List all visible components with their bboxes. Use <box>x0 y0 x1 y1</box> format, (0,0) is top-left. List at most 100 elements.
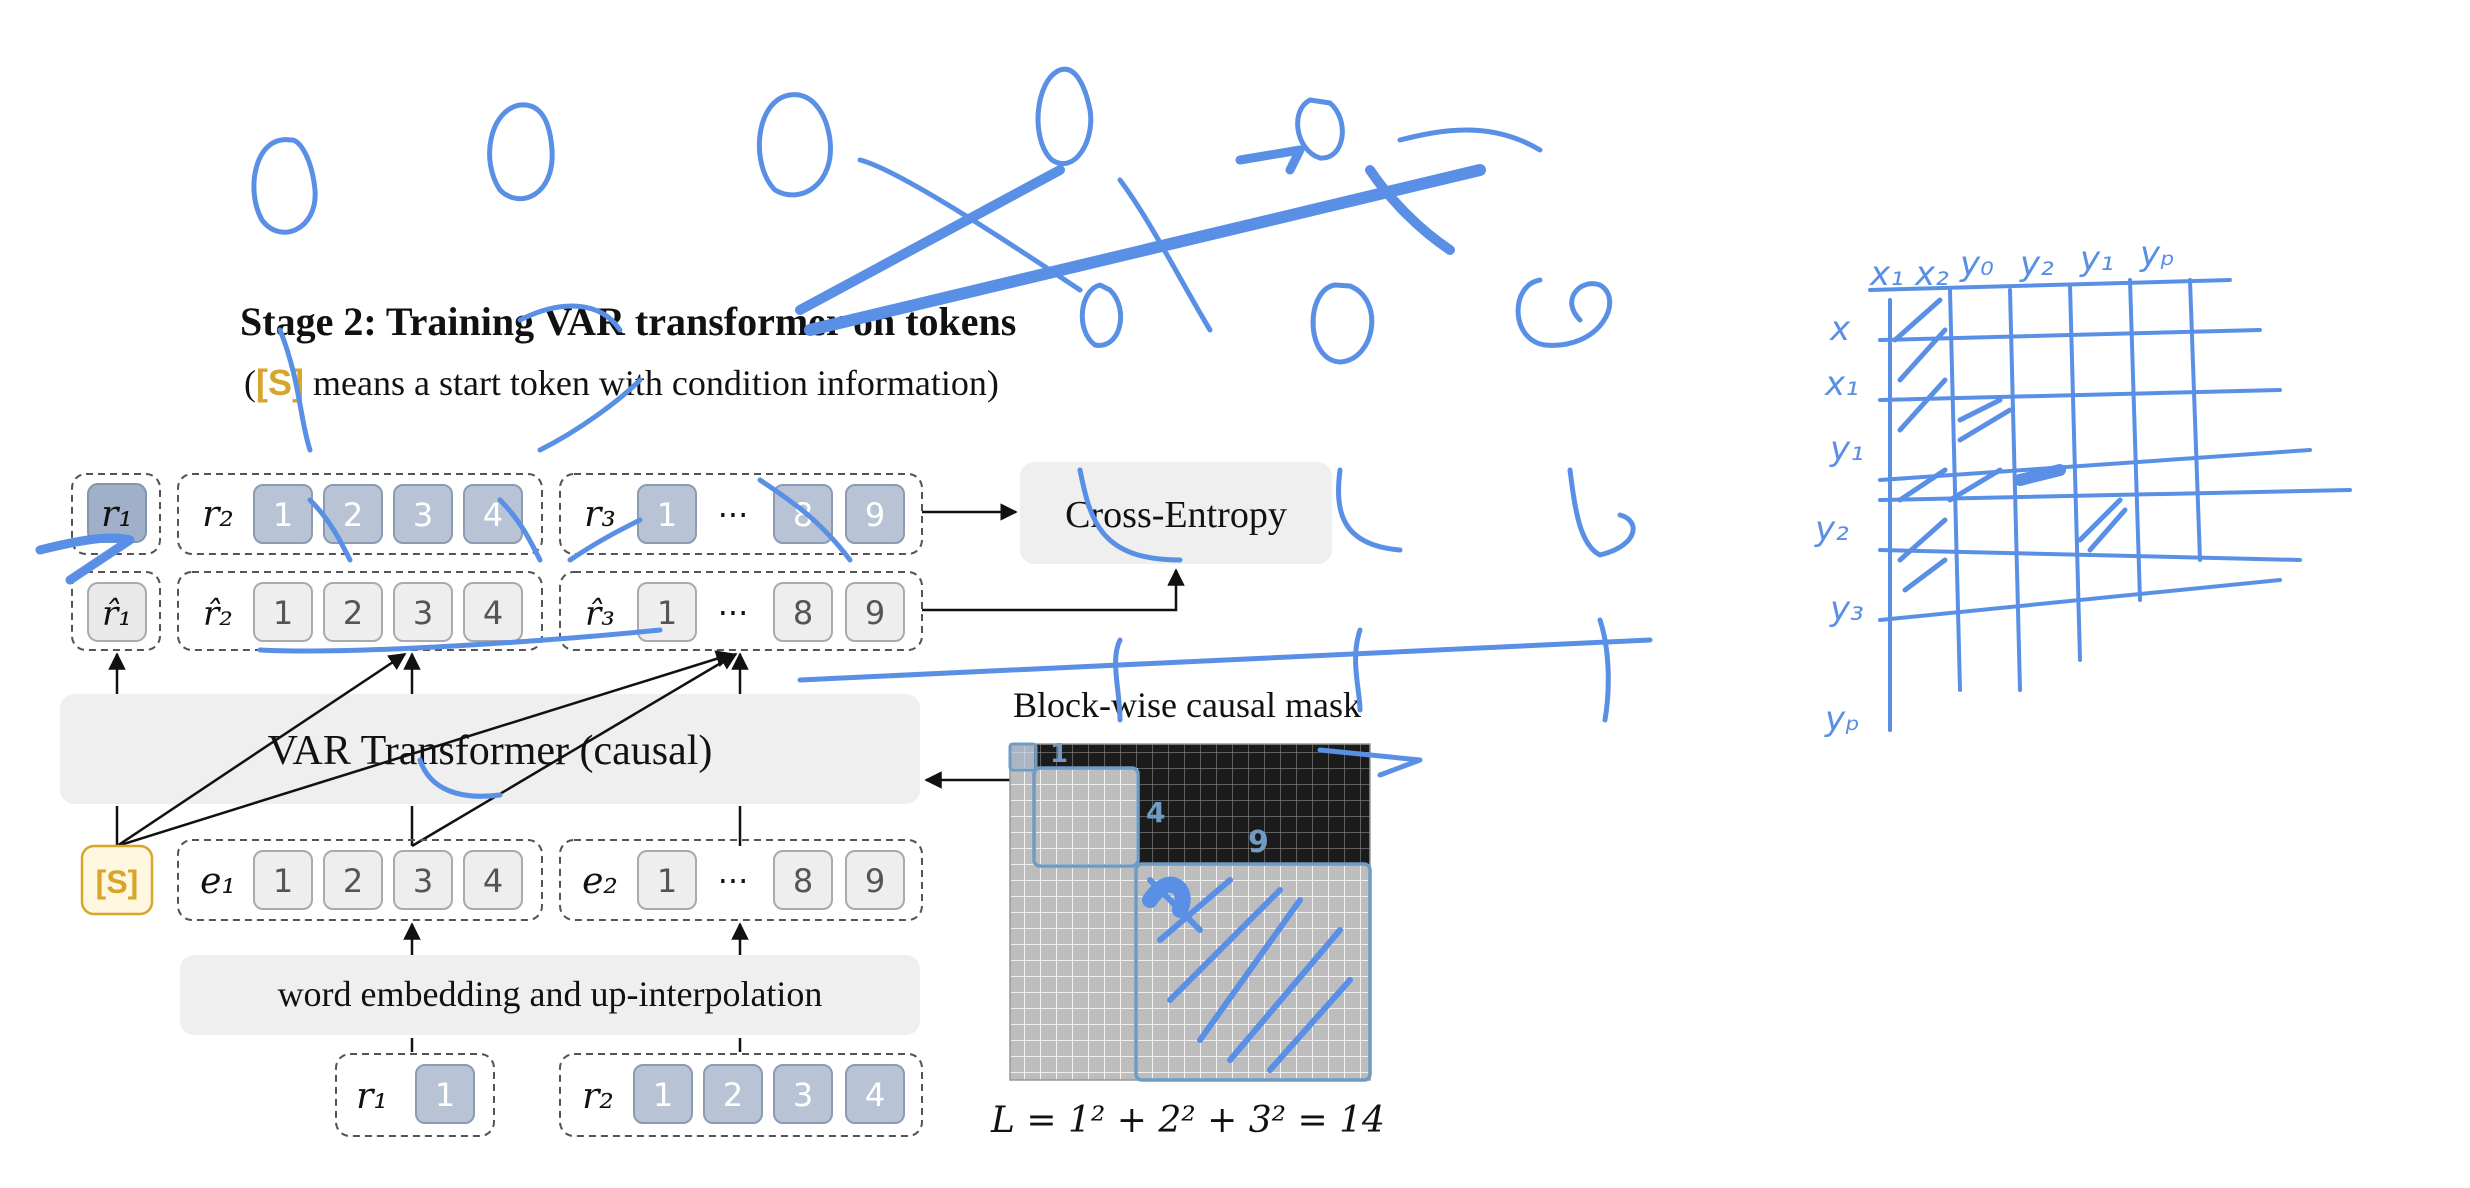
target-row: r₁ r₂ 1 2 3 4 r₃ 1 ··· 8 9 <box>71 473 923 555</box>
mask-block-1-label: 1 <box>1050 739 1068 769</box>
pred-r2-tokens: 1 2 3 4 <box>253 582 523 642</box>
token: 4 <box>865 1076 885 1114</box>
ink-circle <box>756 92 833 198</box>
embedding-box <box>180 955 920 1035</box>
ink-stroke <box>307 497 353 563</box>
handwritten-grid <box>1868 278 2352 732</box>
residual-input-arrows <box>410 1038 742 1052</box>
diagram-subtitle: ([S] means a start token with condition … <box>244 362 999 403</box>
prediction-row: r̂₁ r̂₂ 1 2 3 4 r̂₃ 1 ··· 8 9 <box>71 571 923 651</box>
ink-stroke <box>1317 747 1423 778</box>
token: 2 <box>343 862 363 900</box>
ink-stroke <box>1397 127 1543 153</box>
grid-col-label: x₂ <box>1914 254 1949 294</box>
ink-stroke <box>1077 467 1183 563</box>
ellipsis: ··· <box>718 594 749 632</box>
ink-stroke <box>1336 467 1403 553</box>
ellipsis: ··· <box>718 862 749 900</box>
input-e2-label: e₂ <box>582 861 618 902</box>
grid-col-label: y₂ <box>2019 244 2054 284</box>
start-token-label: [S] <box>96 864 139 900</box>
ink-circle <box>1515 277 1613 348</box>
causal-mask-grid: 1 4 9 <box>1008 739 1372 1082</box>
ellipsis: ··· <box>718 496 749 534</box>
var-transformer-box <box>60 694 920 804</box>
target-r2-label: r₂ <box>202 494 234 535</box>
input-e2-tokens: 1 ··· 8 9 <box>637 850 905 910</box>
pred-r3-tokens: 1 ··· 8 9 <box>637 582 905 642</box>
token: 4 <box>483 496 503 534</box>
token: 9 <box>865 496 885 534</box>
pred-r2-label: r̂₂ <box>203 594 233 634</box>
ink-stroke <box>35 533 135 585</box>
ink-stroke <box>1117 177 1213 333</box>
mask-title: Block-wise causal mask <box>1013 685 1361 725</box>
ink-circle <box>251 137 318 235</box>
pred-r1-label: r̂₁ <box>102 594 132 634</box>
ink-circle <box>1295 97 1345 161</box>
ink-stroke <box>417 757 503 799</box>
cross-entropy-box <box>1020 462 1332 564</box>
grid-row-label: x₁ <box>1824 364 1859 404</box>
target-r3-label: r₃ <box>584 494 616 535</box>
ink-circle <box>1310 282 1375 365</box>
ink-stroke <box>497 497 543 563</box>
token: 8 <box>793 594 813 632</box>
var-transformer-label: VAR Transformer (causal) <box>268 728 713 774</box>
ink-stroke <box>1567 467 1636 558</box>
token: 4 <box>483 862 503 900</box>
ink-stroke <box>1365 165 1455 255</box>
ink-stroke <box>1597 617 1611 723</box>
embedding-label: word embedding and up-interpolation <box>278 974 823 1014</box>
ink-stroke <box>517 303 623 333</box>
token: 8 <box>793 862 813 900</box>
start-token <box>80 844 154 916</box>
token: 1 <box>273 594 293 632</box>
prediction-to-loss-arrow <box>922 568 1185 612</box>
subtitle-text: means a start token with condition infor… <box>304 363 999 403</box>
token: 1 <box>273 496 293 534</box>
transformer-output-arrows <box>108 650 749 848</box>
mask-block-9-label: 9 <box>1248 825 1269 860</box>
grid-row-label: yₚ <box>1824 699 1860 739</box>
ink-stroke <box>537 377 643 453</box>
token: 3 <box>413 862 433 900</box>
handwritten-grid-labels: x₁ x₂ y₀ y₂ y₁ yₚ x x₁ y₁ y₂ y₃ yₚ <box>1814 234 2175 739</box>
ink-stroke <box>1113 637 1123 723</box>
token: 1 <box>657 862 677 900</box>
token: 2 <box>723 1076 743 1114</box>
grid-row-label: y₁ <box>1829 429 1864 469</box>
ink-arrow <box>795 165 1065 315</box>
residual-row: r₁ 1 r₂ 1 2 3 4 <box>335 1053 923 1137</box>
grid-row-label: y₃ <box>1829 589 1864 629</box>
ink-stroke <box>757 477 853 563</box>
token: 2 <box>343 496 363 534</box>
ink-circle <box>1079 282 1124 348</box>
ink-circle <box>1035 66 1094 166</box>
ink-stroke <box>567 517 643 563</box>
mask-length-formula: L = 1² + 2² + 3² = 14 <box>990 1100 1385 1141</box>
token: 3 <box>413 496 433 534</box>
grid-row-label: y₂ <box>1814 509 1849 549</box>
ink-circle <box>487 102 555 202</box>
mask-block-4-label: 4 <box>1146 796 1165 829</box>
grid-row-label: x <box>1829 309 1851 349</box>
embedding-output-arrows <box>403 922 749 955</box>
ink-stroke <box>857 157 1083 293</box>
token: 3 <box>413 594 433 632</box>
pred-r3-label: r̂₃ <box>585 594 615 634</box>
subtitle-open: ( <box>244 363 256 403</box>
handwritten-grid-fill <box>1892 297 2128 593</box>
residual-r1-label: r₁ <box>356 1076 388 1117</box>
ink-arrow <box>804 164 1486 336</box>
grid-col-label: y₀ <box>1959 244 1994 284</box>
token: 1 <box>273 862 293 900</box>
target-r2-tokens: 1 2 3 4 <box>253 484 523 544</box>
token: 3 <box>793 1076 813 1114</box>
target-r1-label: r₁ <box>101 494 133 535</box>
token: 9 <box>865 594 885 632</box>
token: 4 <box>483 594 503 632</box>
token: 9 <box>865 862 885 900</box>
ink-stroke <box>1353 627 1363 713</box>
